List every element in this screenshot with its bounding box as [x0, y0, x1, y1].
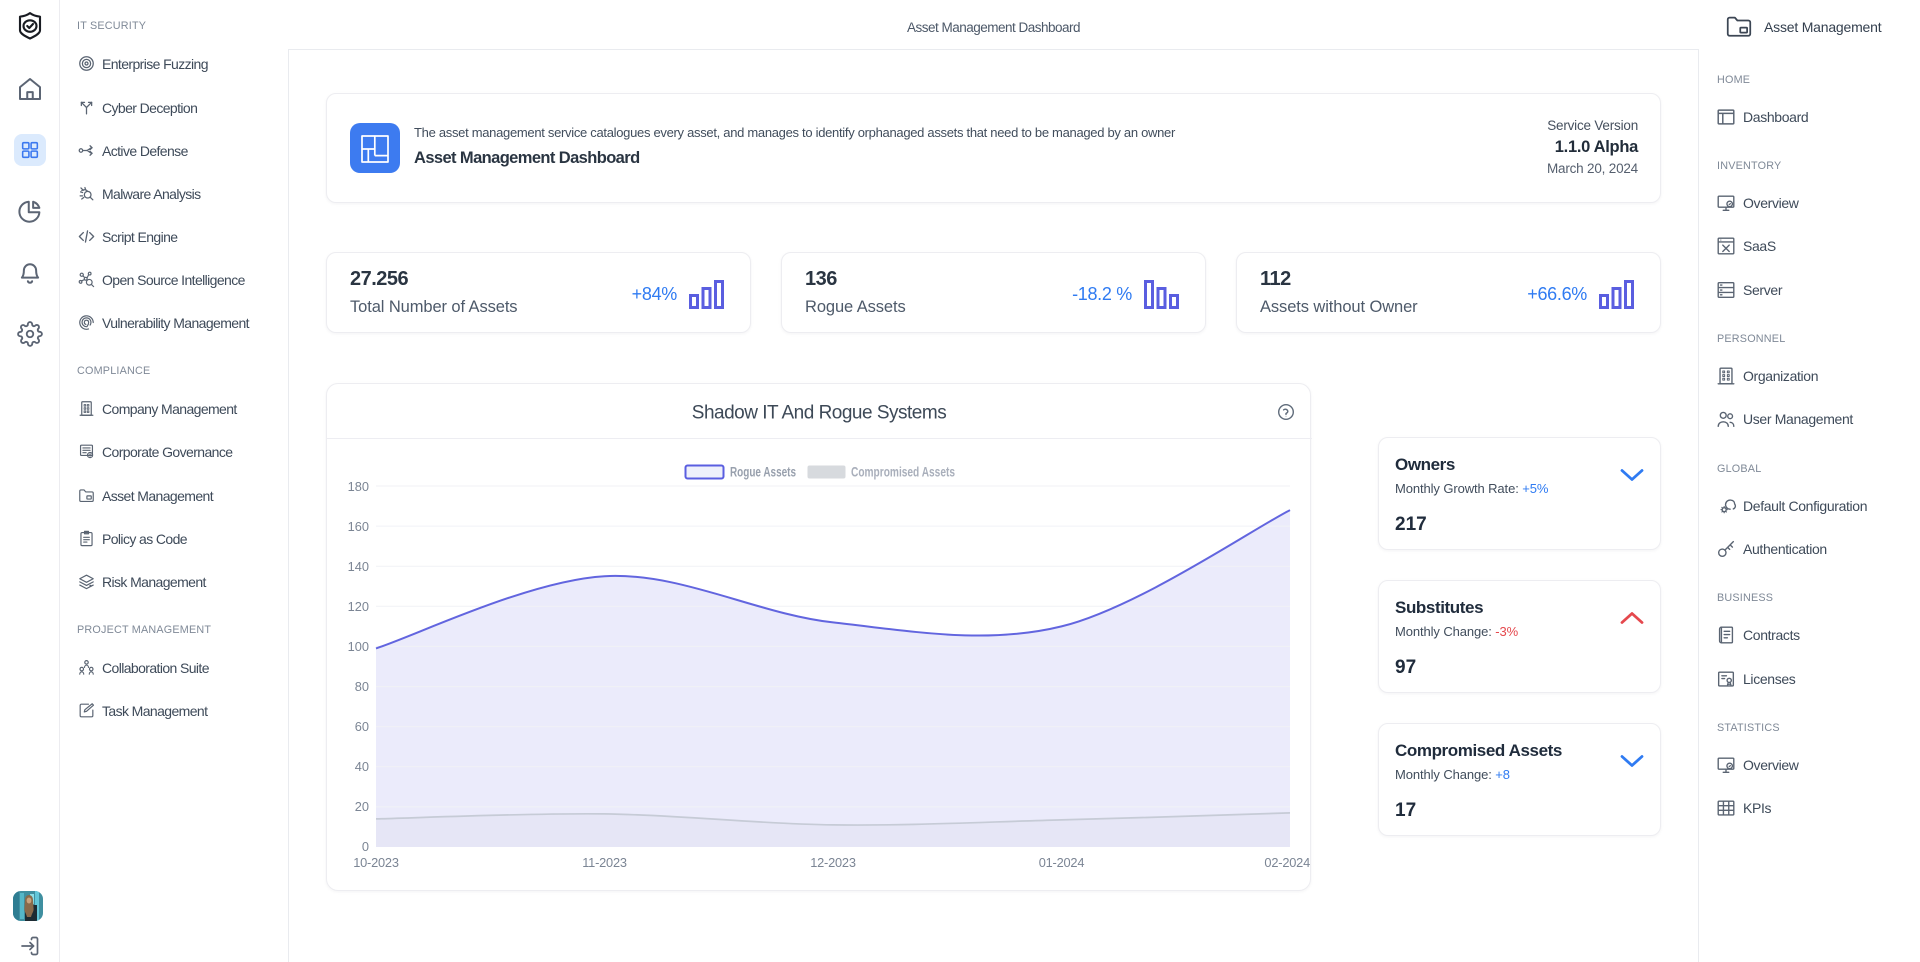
svg-text:10-2023: 10-2023 — [353, 855, 399, 870]
svg-text:02-2024: 02-2024 — [1264, 855, 1310, 870]
svg-text:100: 100 — [348, 639, 369, 654]
svg-text:11-2023: 11-2023 — [582, 855, 627, 870]
svg-text:0: 0 — [362, 839, 369, 854]
svg-text:12-2023: 12-2023 — [810, 855, 856, 870]
svg-text:Rogue Assets: Rogue Assets — [730, 465, 796, 480]
svg-text:60: 60 — [355, 719, 369, 734]
svg-text:Shadow IT And Rogue Systems: Shadow IT And Rogue Systems — [692, 403, 946, 424]
svg-text:01-2024: 01-2024 — [1039, 855, 1085, 870]
svg-text:20: 20 — [355, 799, 369, 814]
svg-text:Compromised Assets: Compromised Assets — [851, 465, 955, 480]
svg-text:160: 160 — [348, 519, 369, 534]
svg-text:180: 180 — [348, 479, 369, 494]
svg-text:140: 140 — [348, 559, 369, 574]
svg-text:120: 120 — [348, 599, 369, 614]
svg-text:80: 80 — [355, 679, 369, 694]
svg-text:40: 40 — [355, 759, 369, 774]
